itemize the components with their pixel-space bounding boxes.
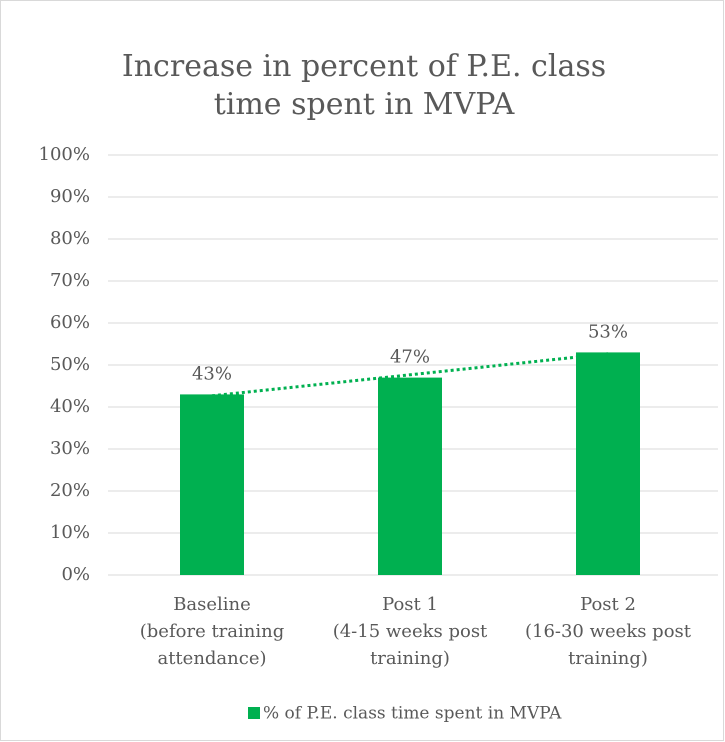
data-label: 43% [192, 363, 232, 384]
x-tick-label: training) [568, 648, 648, 669]
y-tick-label: 60% [50, 312, 90, 333]
bar [180, 394, 244, 575]
y-tick-label: 70% [50, 270, 90, 291]
x-tick-label: Post 2 [580, 594, 636, 615]
y-tick-label: 10% [50, 522, 90, 543]
x-tick-label: Post 1 [382, 594, 438, 615]
x-tick-label: Baseline [173, 594, 251, 615]
y-tick-label: 0% [61, 564, 90, 585]
x-tick-label: training) [370, 648, 450, 669]
x-tick-label: (4-15 weeks post [333, 621, 488, 642]
y-tick-label: 20% [50, 480, 90, 501]
x-tick-label: (16-30 weeks post [525, 621, 692, 642]
y-tick-label: 30% [50, 438, 90, 459]
y-tick-label: 100% [39, 144, 90, 165]
y-tick-label: 50% [50, 354, 90, 375]
x-tick-label: attendance) [157, 648, 266, 669]
y-tick-label: 90% [50, 186, 90, 207]
bar [576, 352, 640, 575]
legend-label: % of P.E. class time spent in MVPA [263, 704, 562, 724]
data-label: 53% [588, 321, 628, 342]
x-tick-label: (before training [140, 621, 284, 642]
data-label: 47% [390, 347, 430, 368]
y-tick-label: 80% [50, 228, 90, 249]
chart-title: time spent in MVPA [214, 87, 515, 122]
trendline [211, 352, 609, 398]
legend-swatch [248, 707, 260, 719]
y-tick-label: 40% [50, 396, 90, 417]
chart-title: Increase in percent of P.E. class [122, 49, 606, 84]
bar [378, 377, 442, 575]
